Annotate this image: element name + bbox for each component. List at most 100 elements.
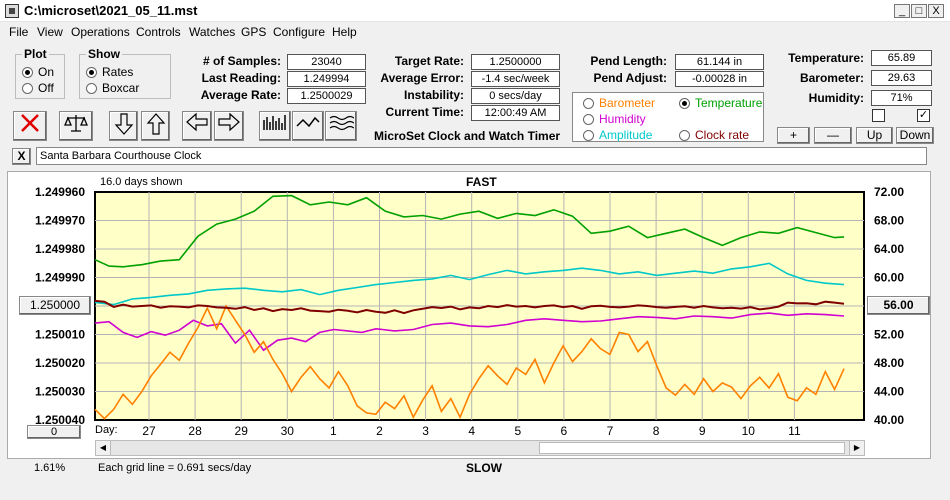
y-right-tick-label: 64.00 <box>874 242 904 256</box>
menu-bar: File View Operations Controls Watches GP… <box>0 23 950 41</box>
y-right-tick-label: 68.00 <box>874 214 904 228</box>
up-button[interactable]: Up <box>856 127 893 144</box>
menu-controls[interactable]: Controls <box>136 25 181 39</box>
line-view-button[interactable] <box>292 111 324 141</box>
x-tick-label: 6 <box>561 424 568 438</box>
series-line-temperature <box>94 194 845 268</box>
source-close-button[interactable]: X <box>12 148 31 165</box>
last-reading-label: Last Reading: <box>201 71 281 85</box>
radio-dot <box>583 97 594 109</box>
checkbox-left[interactable] <box>872 109 885 122</box>
window-title: C:\microset\2021_05_11.mst <box>24 3 198 18</box>
aux-humidity-label: Humidity <box>599 112 646 126</box>
menu-view[interactable]: View <box>37 25 63 39</box>
horizontal-scrollbar[interactable]: ◀ ▶ <box>95 440 865 456</box>
arrow-right-icon <box>218 112 240 132</box>
aux-humidity-radio[interactable]: Humidity <box>583 112 646 126</box>
temperature-label: Temperature: <box>788 51 864 65</box>
aux-barometer-radio[interactable]: Barometer <box>583 96 655 110</box>
aux-clockrate-radio[interactable]: Clock rate <box>679 128 749 142</box>
scroll-right-icon[interactable]: ▶ <box>849 441 864 455</box>
y-left-tick-label: 1.249980 <box>35 242 85 256</box>
series-line-amplitude <box>94 262 845 306</box>
arrow-left-icon <box>186 112 208 132</box>
barometer-label: Barometer: <box>799 71 864 85</box>
scroll-zero-button[interactable]: 0 <box>27 425 81 439</box>
instability-label: Instability: <box>403 88 464 102</box>
balance-button[interactable] <box>59 111 93 141</box>
wave-view-button[interactable] <box>325 111 357 141</box>
arrow-up-icon <box>146 113 165 135</box>
center-aux-button[interactable]: 56.00 <box>867 296 930 315</box>
y-left-tick-label: 1.249990 <box>35 271 85 285</box>
y-left-tick-label: 1.249960 <box>35 185 85 199</box>
down-arrow-button[interactable] <box>109 111 138 141</box>
x-icon <box>21 114 39 132</box>
pend-adjust-label: Pend Adjust: <box>593 71 667 85</box>
minus-button[interactable]: — <box>814 127 852 144</box>
center-rate-button[interactable]: 1.250000 <box>19 296 91 315</box>
plot-off-radio[interactable]: Off <box>22 81 54 95</box>
menu-help[interactable]: Help <box>332 25 357 39</box>
source-name-field[interactable]: Santa Barbara Courthouse Clock <box>36 147 927 165</box>
menu-configure[interactable]: Configure <box>273 25 326 39</box>
x-tick-label: 2 <box>376 424 383 438</box>
radio-dot <box>583 129 594 141</box>
samples-label: # of Samples: <box>202 54 281 68</box>
scroll-thumb[interactable] <box>539 442 845 454</box>
radio-dot <box>583 113 594 125</box>
menu-operations[interactable]: Operations <box>71 25 130 39</box>
target-rate-label: Target Rate: <box>394 54 464 68</box>
plot-on-radio[interactable]: On <box>22 65 54 79</box>
minimize-button[interactable]: _ <box>894 4 910 18</box>
x-tick-label: 1 <box>330 424 337 438</box>
y-right-tick-label: 60.00 <box>874 271 904 285</box>
plus-button[interactable]: + <box>777 127 810 144</box>
pend-length-value: 61.144 in <box>675 54 764 70</box>
up-arrow-button[interactable] <box>141 111 170 141</box>
barometer-value: 29.63 <box>871 70 932 86</box>
show-group: Show Rates Boxcar <box>79 47 171 99</box>
show-boxcar-radio[interactable]: Boxcar <box>86 81 139 95</box>
left-arrow-button[interactable] <box>182 111 212 141</box>
y-right-tick-label: 40.00 <box>874 413 904 427</box>
fast-label: FAST <box>466 175 497 189</box>
aux-clockrate-label: Clock rate <box>695 128 750 142</box>
close-button[interactable]: X <box>928 4 944 18</box>
y-left-tick-label: 1.250020 <box>35 356 85 370</box>
show-rates-radio[interactable]: Rates <box>86 65 133 79</box>
menu-gps[interactable]: GPS <box>241 25 267 39</box>
current-time-label: Current Time: <box>385 105 464 119</box>
radio-dot <box>679 129 690 141</box>
checkbox-right[interactable]: ✓ <box>917 109 930 122</box>
app-icon <box>5 4 19 18</box>
clear-button[interactable] <box>13 111 47 141</box>
slow-label: SLOW <box>466 461 502 475</box>
y-right-tick-label: 48.00 <box>874 356 904 370</box>
right-arrow-button[interactable] <box>214 111 244 141</box>
menu-file[interactable]: File <box>9 25 29 39</box>
down-button[interactable]: Down <box>896 127 934 144</box>
scroll-left-icon[interactable]: ◀ <box>96 441 111 455</box>
y-right-tick-label: 52.00 <box>874 328 904 342</box>
plot-off-label: Off <box>38 81 54 95</box>
pend-length-label: Pend Length: <box>590 54 667 68</box>
x-tick-label: 28 <box>188 424 202 438</box>
humidity-value: 71% <box>871 90 932 106</box>
radio-dot <box>679 97 690 109</box>
menu-watches[interactable]: Watches <box>189 25 236 39</box>
average-error-value: -1.4 sec/week <box>471 71 560 87</box>
aux-temperature-radio[interactable]: Temperature <box>679 96 762 110</box>
wave-icon <box>329 115 354 131</box>
app-title: MicroSet Clock and Watch Timer <box>374 129 561 143</box>
bars-view-button[interactable] <box>259 111 291 141</box>
aux-amplitude-radio[interactable]: Amplitude <box>583 128 652 142</box>
x-tick-label: 10 <box>742 424 756 438</box>
pend-adjust-value: -0.00028 in <box>675 71 764 87</box>
radio-dot <box>22 82 33 94</box>
aux-amplitude-label: Amplitude <box>599 128 653 142</box>
maximize-button[interactable]: □ <box>911 4 927 18</box>
x-tick-label: 29 <box>235 424 249 438</box>
average-rate-value: 1.2500029 <box>287 88 366 104</box>
